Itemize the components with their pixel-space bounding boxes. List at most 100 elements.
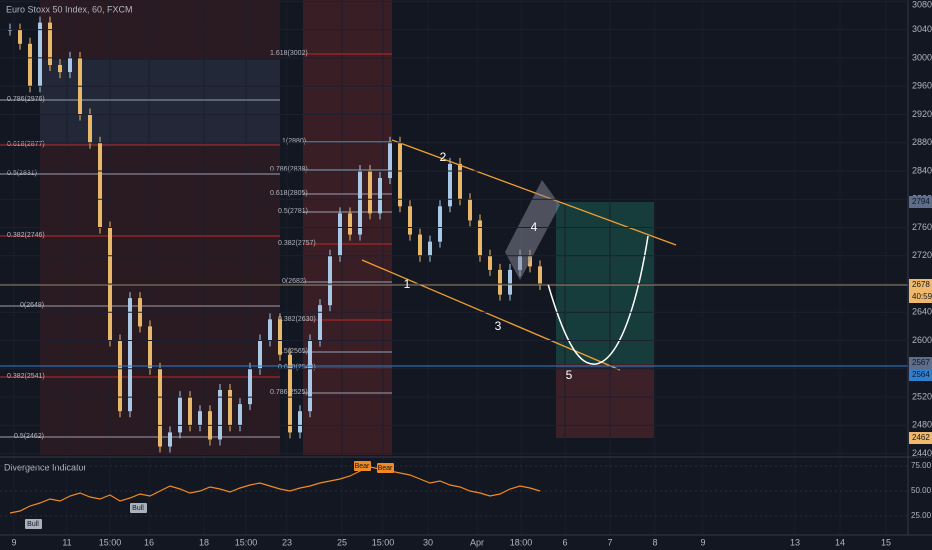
candle bbox=[348, 213, 352, 235]
time-label: 9 bbox=[700, 537, 705, 547]
candle bbox=[448, 163, 452, 207]
candle bbox=[188, 397, 192, 426]
time-axis: 9 11 15:00 16 18 15:00 23 25 15:00 30 Apr 18:00 6 7 8 9… bbox=[11, 0, 891, 547]
price-tag bbox=[909, 291, 932, 303]
time-label: 15 bbox=[881, 537, 891, 547]
indicator-tick-label: 75.00 bbox=[911, 461, 932, 470]
fib-label: 1(2880) bbox=[282, 138, 306, 145]
candle bbox=[68, 57, 72, 73]
candle bbox=[48, 22, 52, 65]
price-tick-label: 2960 bbox=[912, 81, 932, 91]
candle bbox=[408, 206, 412, 235]
candle bbox=[368, 170, 372, 214]
wave-label: 4 bbox=[531, 220, 538, 234]
fib-label: 0.618(2877) bbox=[7, 141, 45, 148]
candle bbox=[98, 142, 102, 228]
time-label: 18:00 bbox=[510, 537, 533, 547]
candle bbox=[298, 411, 302, 433]
candle bbox=[388, 142, 392, 179]
time-label: 30 bbox=[423, 537, 433, 547]
candle bbox=[288, 354, 292, 433]
candle bbox=[328, 255, 332, 306]
fib-label: 0.382(2746) bbox=[7, 232, 45, 239]
price-tag-label: 2794 bbox=[912, 197, 930, 206]
candle bbox=[58, 65, 62, 73]
time-label: 11 bbox=[62, 537, 71, 547]
candle bbox=[318, 305, 322, 341]
candle bbox=[158, 368, 162, 447]
divergence-tag bbox=[130, 503, 147, 513]
time-label: 25 bbox=[337, 537, 347, 547]
wave-label: 3 bbox=[495, 319, 502, 333]
price-tick-label: 2840 bbox=[912, 165, 932, 175]
fib-label: 0(2682) bbox=[282, 278, 306, 285]
fib-label: 0.5(2462) bbox=[14, 433, 44, 440]
fib-label: 1.618(3002) bbox=[270, 50, 308, 57]
candle bbox=[28, 43, 32, 87]
indicator-title: Divergence Indicator bbox=[4, 462, 87, 472]
time-label: 15:00 bbox=[235, 537, 258, 547]
wave-label: 2 bbox=[440, 150, 447, 164]
price-tag-label: 2462 bbox=[912, 433, 930, 442]
time-label: 16 bbox=[144, 537, 154, 547]
candle bbox=[358, 170, 362, 235]
price-tick-label: 2920 bbox=[912, 109, 932, 119]
price-tick-label: 3000 bbox=[912, 52, 932, 62]
divergence-tag bbox=[354, 461, 371, 471]
candle bbox=[428, 241, 432, 256]
candle bbox=[178, 397, 182, 433]
candle bbox=[18, 29, 22, 44]
price-axis: 3080304030002960292028802840280027602720… bbox=[0, 0, 932, 535]
price-tick-label: 2600 bbox=[912, 335, 932, 345]
time-label: 15:00 bbox=[99, 537, 122, 547]
candle bbox=[418, 234, 422, 256]
price-tick-label: 2440 bbox=[912, 448, 932, 458]
time-label: 18 bbox=[199, 537, 209, 547]
fib-label: 0.786(2838) bbox=[270, 166, 308, 173]
indicator-tick-label: 50.00 bbox=[911, 486, 932, 495]
price-tag bbox=[909, 357, 932, 369]
profit-zone bbox=[556, 202, 654, 364]
time-label: 15:00 bbox=[372, 537, 395, 547]
candle bbox=[198, 411, 202, 426]
candle bbox=[38, 22, 42, 87]
price-tick-label: 3080 bbox=[912, 0, 932, 9]
price-tick-label: 3040 bbox=[912, 24, 932, 34]
time-label: 9 bbox=[11, 537, 16, 547]
candle bbox=[238, 404, 242, 426]
fib-label: 0.618(2805) bbox=[270, 190, 308, 197]
fib-label: 0.382(2541) bbox=[7, 373, 45, 380]
time-label: 8 bbox=[652, 537, 657, 547]
drawings bbox=[0, 139, 908, 371]
candle bbox=[488, 255, 492, 270]
time-label: 14 bbox=[835, 537, 845, 547]
fib-label: 0.5(2565) bbox=[278, 348, 308, 355]
fib-label: 0.5(2831) bbox=[7, 170, 37, 177]
candle bbox=[268, 319, 272, 341]
divergence-tag-label: Bull bbox=[27, 521, 39, 528]
fib-label: 0(2648) bbox=[20, 302, 44, 309]
candle bbox=[128, 298, 132, 412]
indicator-tick-label: 25.00 bbox=[911, 511, 932, 520]
price-tag-label: 2678 bbox=[912, 280, 930, 289]
price-tick-label: 2480 bbox=[912, 420, 932, 430]
candle bbox=[278, 319, 282, 355]
candle bbox=[118, 340, 122, 412]
wave-label: 1 bbox=[404, 277, 411, 291]
candle bbox=[538, 266, 542, 285]
candle bbox=[308, 340, 312, 412]
price-tag bbox=[909, 432, 932, 444]
divergence-tag-label: Bear bbox=[378, 465, 393, 472]
indicator-line bbox=[9, 466, 541, 514]
candle bbox=[148, 326, 152, 369]
price-tick-label: 2720 bbox=[912, 250, 932, 260]
candle bbox=[218, 390, 222, 440]
fib-label: 0.382(2630) bbox=[278, 316, 316, 323]
fib-label: 0.618(2548) bbox=[278, 364, 316, 371]
price-tag-label: 40:59 bbox=[912, 292, 932, 301]
price-tick-label: 2880 bbox=[912, 137, 932, 147]
price-tag bbox=[909, 196, 932, 208]
price-tag bbox=[909, 369, 932, 381]
